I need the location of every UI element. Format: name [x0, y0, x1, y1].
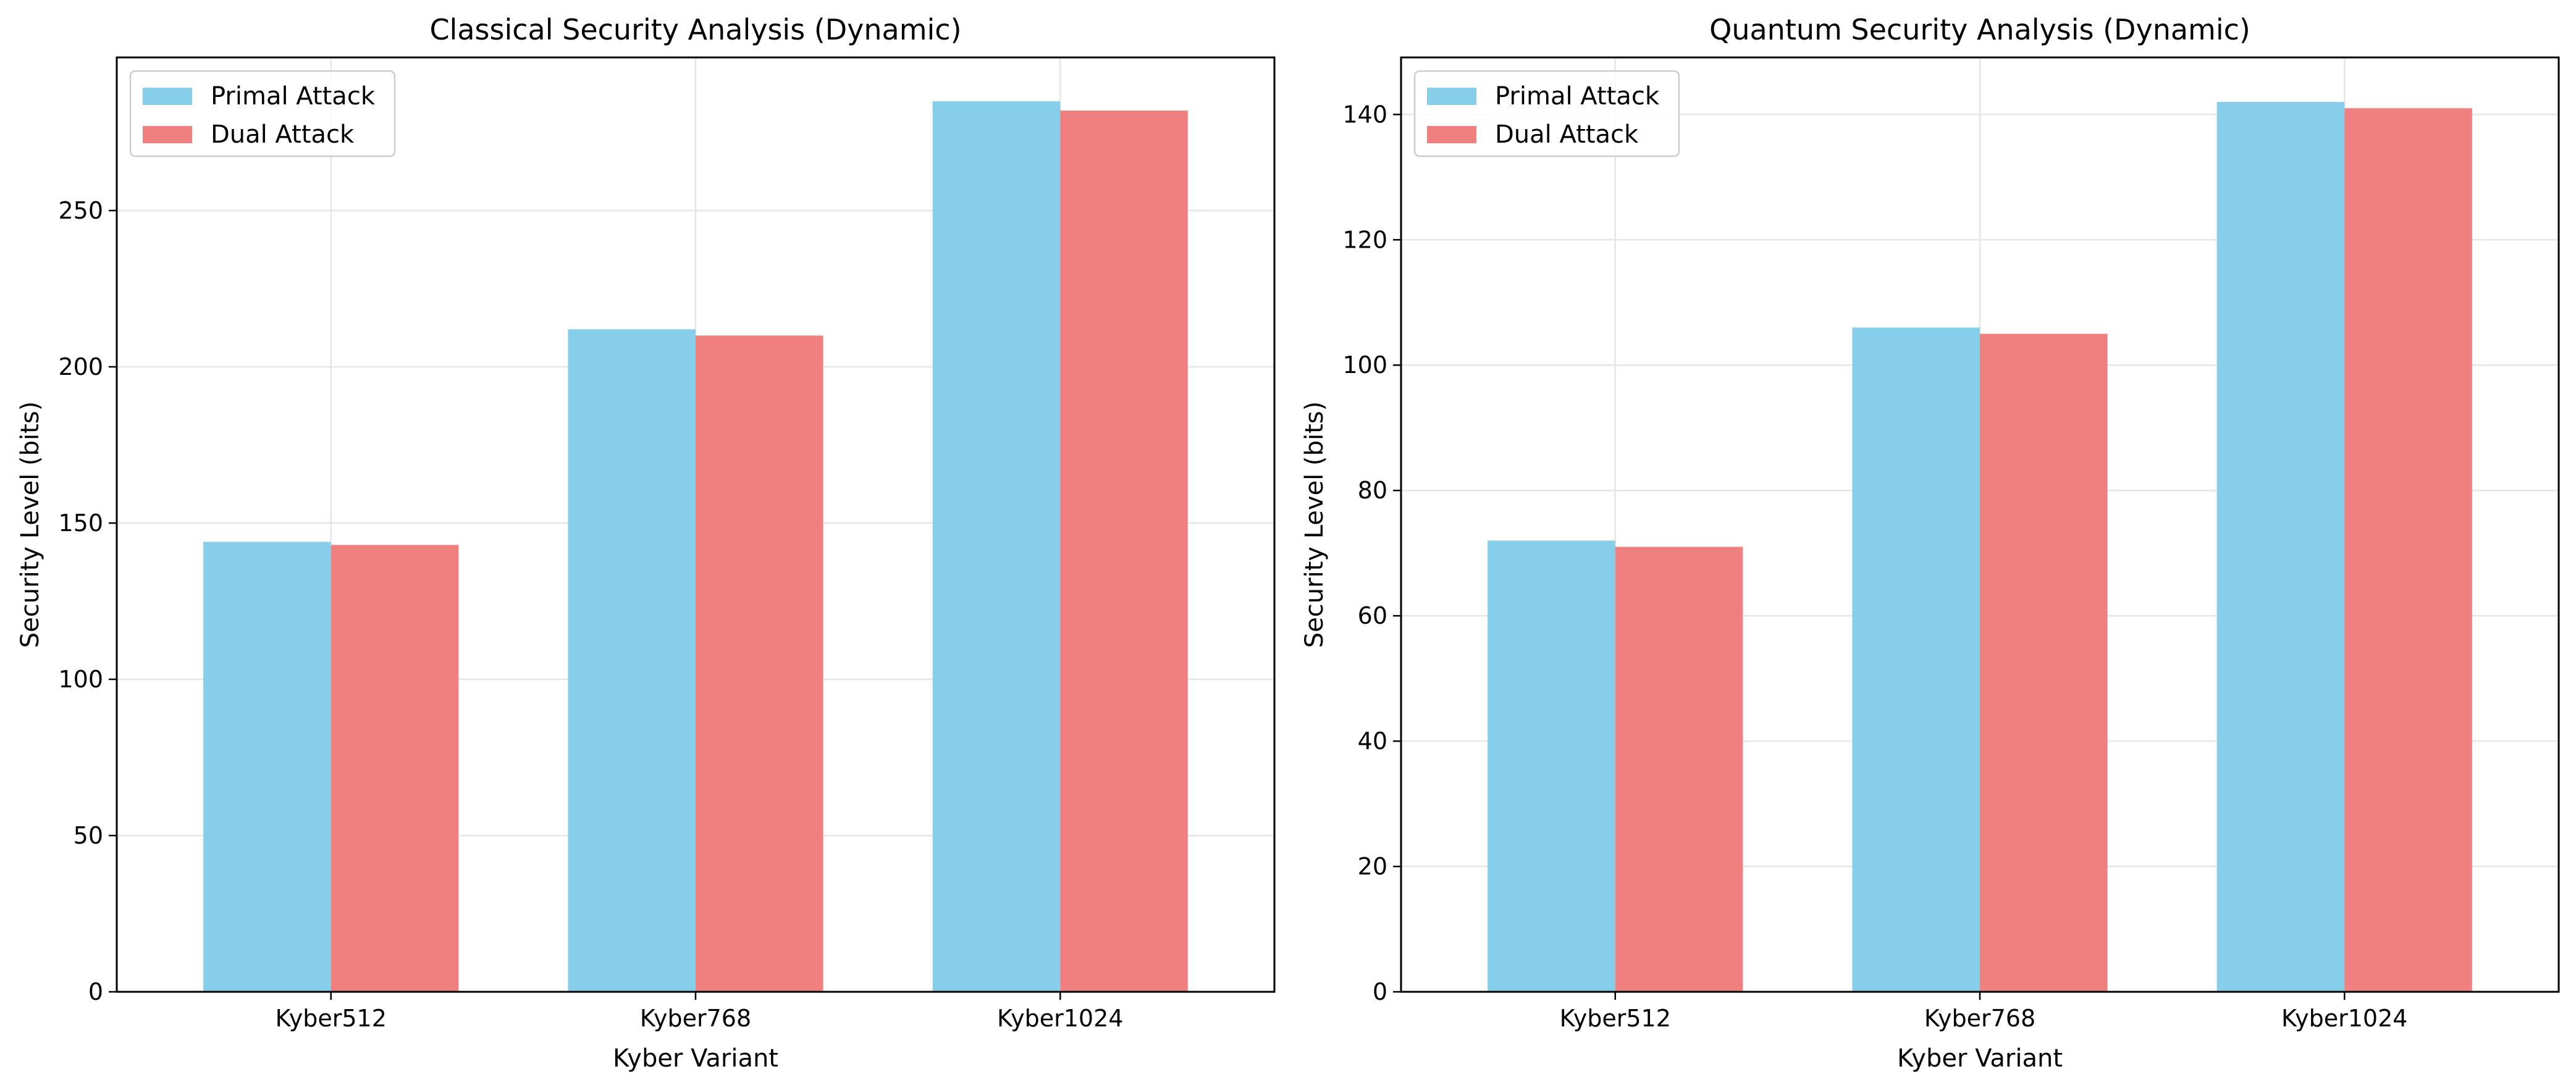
bar-dual-kyber1024: [1060, 111, 1188, 992]
bar-primal-kyber1024: [2216, 102, 2345, 992]
bar-primal-kyber512: [1488, 540, 1615, 992]
x-axis-label: Kyber Variant: [1897, 1044, 2063, 1073]
legend: Primal Attack Dual Attack: [1413, 70, 1680, 157]
y-tick-label: 0: [88, 978, 103, 1005]
y-tick-label: 60: [1358, 602, 1387, 629]
bar-dual-kyber1024: [2344, 108, 2472, 992]
x-tick-label-kyber512: Kyber512: [1560, 1005, 1671, 1032]
x-tick-label-kyber512: Kyber512: [276, 1005, 387, 1032]
chart-title: Classical Security Analysis (Dynamic): [429, 13, 961, 46]
legend-swatch-dual: [1427, 126, 1476, 143]
legend-swatch-dual: [143, 126, 192, 143]
y-axis-label: Security Level (bits): [1300, 401, 1329, 648]
y-tick-label: 120: [1342, 226, 1387, 253]
bar-primal-kyber768: [1852, 327, 1980, 992]
x-axis-label: Kyber Variant: [613, 1044, 778, 1073]
y-tick-label: 20: [1358, 853, 1387, 880]
y-tick-label: 150: [58, 509, 103, 537]
classical-security-chart: 0 50 100 150 200 250 Kyber512 Kyber768 Kyber1024…: [16, 13, 1276, 1073]
legend-label-primal: Primal Attack: [1495, 82, 1660, 111]
y-tick-label: 200: [58, 353, 103, 380]
bar-dual-kyber768: [696, 335, 823, 992]
legend: Primal Attack Dual Attack: [129, 70, 396, 157]
legend-label-dual: Dual Attack: [211, 120, 355, 149]
y-axis-label: Security Level (bits): [16, 401, 44, 648]
bar-dual-kyber768: [1980, 333, 2108, 992]
legend-swatch-primal: [143, 88, 192, 105]
x-tick-label-kyber1024: Kyber1024: [997, 1005, 1123, 1032]
y-tick-label: 140: [1342, 101, 1387, 128]
x-tick-label-kyber768: Kyber768: [1924, 1005, 2035, 1032]
bar-dual-kyber512: [330, 545, 459, 992]
bar-dual-kyber512: [1615, 547, 1743, 992]
chart-title: Quantum Security Analysis (Dynamic): [1709, 13, 2250, 46]
bar-primal-kyber512: [203, 542, 331, 992]
x-tick-label-kyber1024: Kyber1024: [2281, 1005, 2407, 1032]
x-tick-label-kyber768: Kyber768: [640, 1005, 751, 1032]
y-tick-label: 100: [1342, 351, 1387, 379]
y-tick-label: 50: [74, 822, 103, 849]
legend-swatch-primal: [1427, 88, 1476, 105]
y-tick-label: 100: [58, 666, 103, 693]
bar-primal-kyber768: [568, 329, 696, 992]
y-tick-label: 80: [1358, 477, 1387, 504]
y-tick-label: 250: [58, 197, 103, 224]
legend-box: [129, 70, 396, 157]
y-tick-label: 0: [1373, 978, 1387, 1005]
bar-primal-kyber1024: [932, 101, 1061, 992]
y-tick-label: 40: [1358, 727, 1387, 755]
legend-box: [1413, 70, 1680, 157]
legend-label-primal: Primal Attack: [211, 82, 376, 111]
legend-label-dual: Dual Attack: [1495, 120, 1639, 149]
quantum-security-chart: 0 20 40 60 80 100 120 140 Kyber512 Kyber768 Kyber1…: [1300, 13, 2560, 1073]
